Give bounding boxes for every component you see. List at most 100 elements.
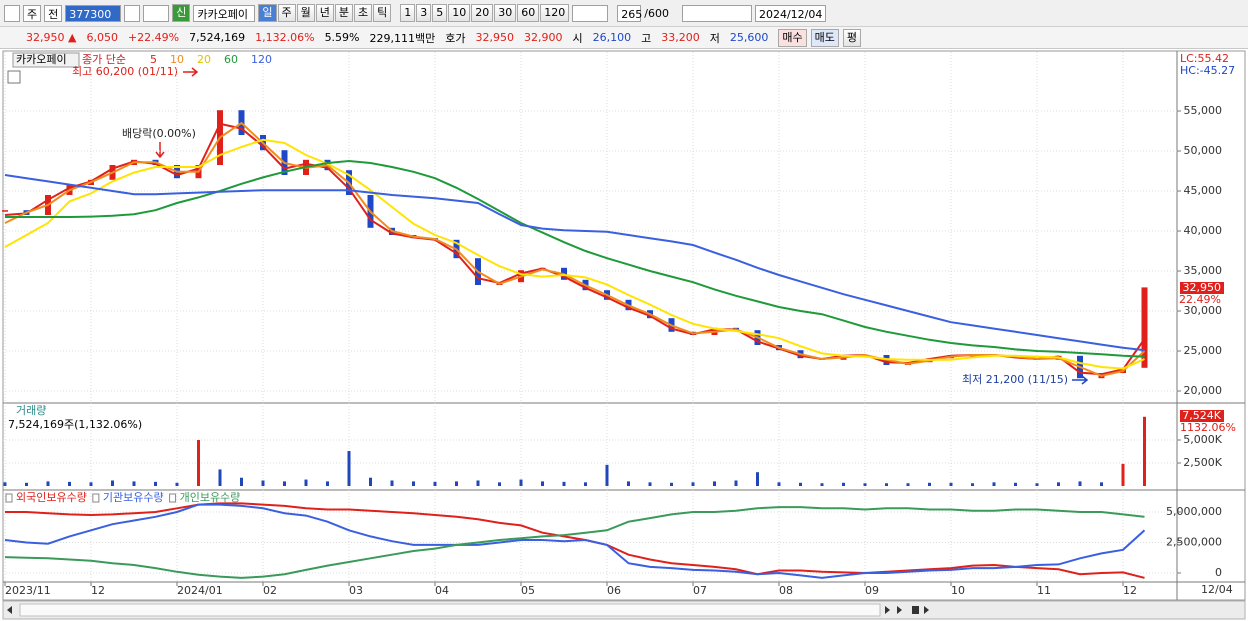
legend-entry: 외국인보유수량	[16, 491, 87, 504]
buy-button[interactable]: 매수	[778, 28, 807, 47]
y-tick-label: 20,000	[1184, 384, 1223, 397]
x-tick-label: 08	[779, 584, 793, 597]
volume-bar	[885, 483, 888, 486]
open: 26,100	[592, 31, 632, 44]
ask: 32,950	[475, 31, 515, 44]
hc-label: HC:-45.27	[1180, 64, 1235, 77]
volume-bar	[476, 480, 480, 486]
annotation-high: 최고 60,200 (01/11)	[72, 65, 178, 78]
toolbar-button[interactable]: 일	[258, 4, 277, 22]
price: 32,950 ▲	[26, 31, 76, 44]
volume-bar	[1014, 482, 1017, 486]
toolbar-button[interactable]: 120	[540, 4, 570, 22]
toolbar-button[interactable]: 1	[400, 4, 416, 22]
legend-box	[12, 52, 80, 68]
toolbar-button[interactable]: 10	[448, 4, 471, 22]
settings-icon[interactable]	[7, 70, 21, 84]
y-tick-label: 35,000	[1184, 264, 1223, 277]
low: 25,600	[729, 31, 769, 44]
x-end-label: 12/04	[1201, 583, 1233, 596]
avg-button[interactable]: 평	[842, 28, 861, 47]
quote-row: 32,950 ▲ 6,050 +22.49% 7,524,169 1,132.0…	[0, 27, 1248, 49]
x-tick-label: 11	[1037, 584, 1051, 597]
volume-bar	[519, 479, 523, 486]
volume-bar	[347, 451, 351, 486]
sound-icon[interactable]	[143, 4, 170, 22]
x-tick-label: 02	[263, 584, 277, 597]
series-line	[4, 503, 1146, 579]
volume-bar	[1078, 481, 1082, 486]
change-pct: +22.49%	[127, 31, 180, 44]
new-badge[interactable]: 신	[172, 4, 191, 22]
menu-icon[interactable]	[4, 4, 20, 22]
annotation-arrow	[155, 142, 165, 159]
volume-bar	[971, 483, 974, 486]
tool-icons[interactable]	[681, 4, 752, 22]
market-select[interactable]: 주	[23, 4, 42, 22]
y-tick-label: 40,000	[1184, 224, 1223, 237]
volume-bar	[949, 482, 953, 486]
volume-bar	[154, 481, 157, 486]
x-tick-label: 2023/11	[5, 584, 51, 597]
volume: 7,524,169	[189, 31, 246, 44]
legend-entry: 10	[170, 53, 184, 66]
toolbar-button[interactable]: 30	[494, 4, 517, 22]
panel-subtitle: 7,524,169주(1,132.06%)	[8, 418, 142, 431]
legend-entry: 기관보유수량	[103, 491, 164, 504]
legend-entry: 60	[224, 53, 238, 66]
volume-bar	[562, 481, 566, 486]
interval-select[interactable]	[572, 4, 609, 22]
count-input[interactable]: 265	[617, 4, 642, 22]
toolbar-button[interactable]: 분	[334, 4, 353, 22]
volume-bar	[412, 481, 415, 486]
toolbar-button[interactable]: 5	[432, 4, 448, 22]
panel-title: 거래량	[16, 404, 46, 417]
date-input[interactable]: 2024/12/04	[754, 4, 827, 22]
scroll-thumb[interactable]	[19, 603, 881, 617]
volume-bar	[111, 480, 114, 486]
toolbar-button[interactable]: 20	[471, 4, 494, 22]
scroll-controls[interactable]	[885, 606, 929, 614]
stock-name: 카카오페이	[193, 4, 256, 22]
volume-bar	[3, 482, 7, 486]
toolbar-button[interactable]: 초	[354, 4, 373, 22]
series-line	[5, 159, 1145, 358]
toolbar-button[interactable]: 3	[416, 4, 432, 22]
volume-bar	[132, 481, 136, 486]
volume-bar	[734, 480, 738, 486]
annotation-arrow	[183, 67, 199, 77]
turnover: 5.59%	[324, 31, 360, 44]
toolbar-button[interactable]: 주	[277, 4, 296, 22]
up-arrow: ▲	[68, 31, 77, 44]
x-tick-label: 10	[951, 584, 965, 597]
sell-button[interactable]: 매도	[810, 28, 839, 47]
y-tick-label: 45,000	[1184, 184, 1223, 197]
legend-icon	[5, 493, 13, 503]
volume-pct: 1,132.06%	[255, 31, 315, 44]
toolbar-button[interactable]: 월	[296, 4, 315, 22]
open-label: 시	[572, 31, 583, 45]
annotation-arrow	[1072, 375, 1089, 385]
volume-bar	[1121, 463, 1125, 486]
volume-bar	[46, 481, 50, 486]
prev-button[interactable]: 전	[44, 4, 63, 22]
price-value: 32,950	[26, 31, 65, 44]
panel-title: 카카오페이	[16, 53, 67, 66]
legend-prefix: 종가 단순	[82, 53, 126, 66]
code-input[interactable]: 377300	[65, 4, 122, 22]
volume-bar	[1100, 482, 1103, 486]
toolbar-button[interactable]: 틱	[373, 4, 392, 22]
volume-bar	[928, 482, 931, 486]
toolbar-button[interactable]: 년	[315, 4, 334, 22]
y-tick-label: 50,000	[1184, 144, 1223, 157]
annotation-dividend: 배당락(0.00%)	[122, 127, 196, 140]
scroll-left[interactable]	[7, 606, 12, 614]
toolbar-button[interactable]: 60	[517, 4, 540, 22]
volume-bar	[68, 481, 71, 486]
volume-bar	[584, 482, 587, 486]
series-line	[4, 506, 1145, 579]
legend-entry: 개인보유수량	[180, 491, 241, 504]
search-icon[interactable]	[124, 4, 141, 22]
